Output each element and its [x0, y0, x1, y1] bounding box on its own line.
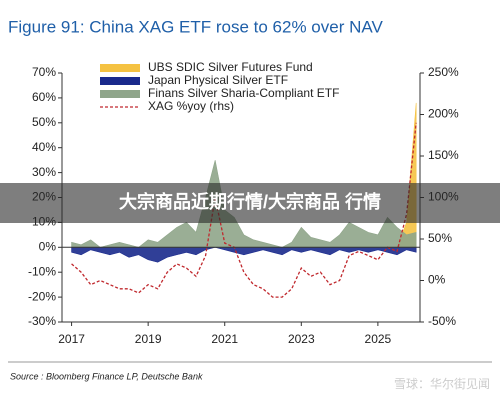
y-tick-label: -10%	[28, 264, 56, 278]
area	[71, 160, 417, 248]
y2-tick-label: 150%	[428, 148, 459, 162]
legend-label: Japan Physical Silver ETF	[148, 73, 288, 87]
legend-swatch	[100, 90, 140, 98]
plot: -30%-20%-10%0%10%20%30%40%50%60%70%-50%0…	[28, 60, 459, 346]
y-tick-label: 70%	[32, 65, 56, 79]
y-tick-label: 30%	[32, 165, 56, 179]
y-tick-label: 0%	[39, 239, 57, 253]
y-tick-label: -20%	[28, 289, 56, 303]
legend-swatch	[100, 64, 140, 72]
legend-swatch	[100, 77, 140, 85]
legend-label: Finans Silver Sharia-Compliant ETF	[148, 86, 339, 100]
overlay-text: 大宗商品近期行情/大宗商品 行情	[119, 191, 381, 212]
chart-title: Figure 91: China XAG ETF rose to 62% ove…	[8, 17, 383, 36]
source: Source : Bloomberg Finance LP, Deutsche …	[10, 371, 203, 381]
y2-tick-label: 0%	[428, 273, 446, 287]
y-tick-label: 50%	[32, 115, 56, 129]
x-tick-label: 2019	[135, 332, 162, 346]
y-tick-label: 40%	[32, 140, 56, 154]
area	[71, 102, 417, 248]
y2-tick-label: 250%	[428, 65, 459, 79]
area	[71, 246, 417, 263]
overlay-band	[0, 183, 500, 223]
y-tick-label: -30%	[28, 314, 56, 328]
watermark: 雪球：华尔街见闻	[394, 376, 490, 391]
y-tick-label: 60%	[32, 90, 56, 104]
y2-tick-label: 50%	[428, 231, 452, 245]
y2-tick-label: -50%	[428, 314, 456, 328]
legend-label: XAG %yoy (rhs)	[148, 99, 234, 113]
y2-tick-label: 200%	[428, 107, 459, 121]
legend-label: UBS SDIC Silver Futures Fund	[148, 60, 313, 74]
x-tick-label: 2025	[365, 332, 392, 346]
x-tick-label: 2023	[288, 332, 315, 346]
x-tick-label: 2017	[58, 332, 85, 346]
x-tick-label: 2021	[211, 332, 238, 346]
